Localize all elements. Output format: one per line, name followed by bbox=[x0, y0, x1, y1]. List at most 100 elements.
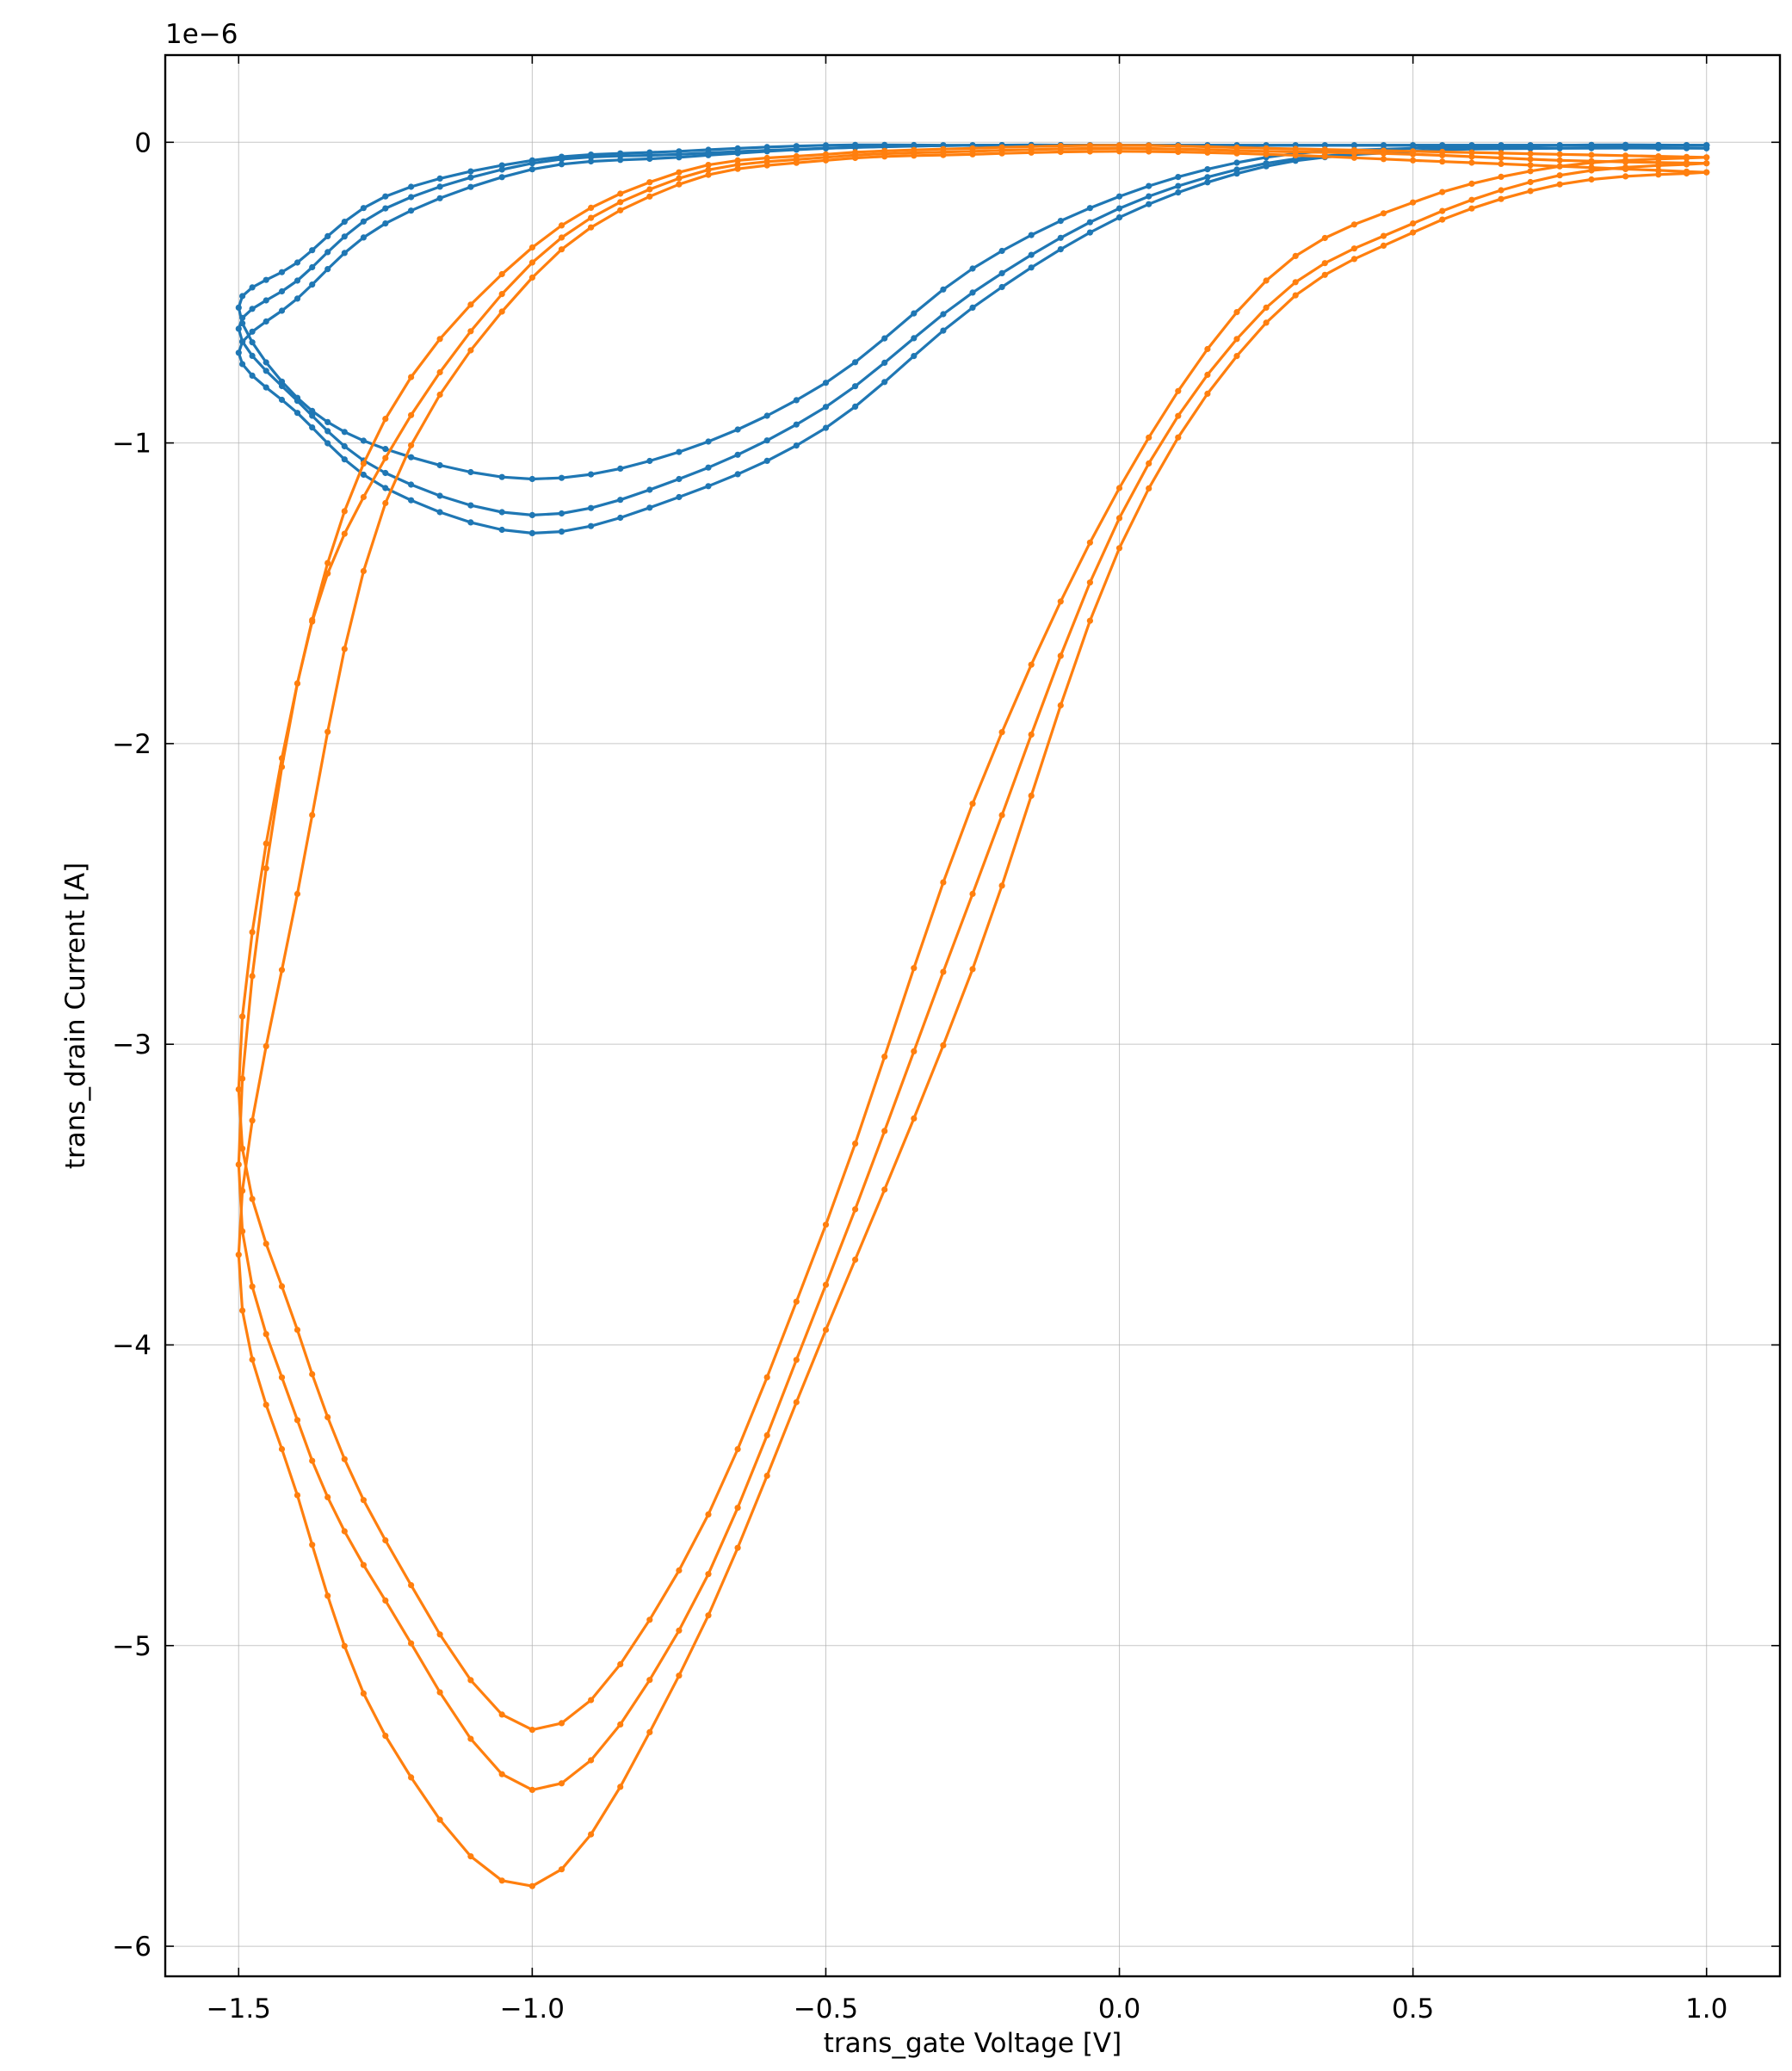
data-point bbox=[1468, 159, 1475, 166]
data-point bbox=[360, 471, 367, 479]
data-point bbox=[249, 306, 256, 312]
data-point bbox=[1683, 145, 1690, 151]
data-point bbox=[408, 1774, 415, 1781]
data-point bbox=[940, 286, 947, 293]
data-point bbox=[1703, 154, 1710, 161]
data-point bbox=[617, 1660, 624, 1668]
data-point bbox=[309, 618, 316, 625]
data-point bbox=[1263, 151, 1270, 158]
data-point bbox=[646, 186, 653, 193]
data-point bbox=[793, 1399, 800, 1406]
data-point bbox=[498, 270, 505, 278]
data-point bbox=[676, 493, 683, 501]
data-point bbox=[249, 1196, 256, 1202]
data-point bbox=[558, 510, 565, 517]
data-point bbox=[822, 157, 830, 164]
data-point bbox=[763, 1431, 770, 1439]
data-point bbox=[1175, 148, 1182, 156]
data-point bbox=[341, 508, 348, 515]
data-point bbox=[263, 865, 269, 872]
data-point bbox=[408, 1582, 415, 1589]
x-tick-label: −1.5 bbox=[207, 1994, 271, 2025]
data-point bbox=[341, 1456, 348, 1462]
data-point bbox=[528, 160, 536, 167]
data-point bbox=[793, 146, 800, 153]
data-point bbox=[734, 451, 741, 458]
data-point bbox=[1175, 189, 1182, 196]
data-point bbox=[263, 1240, 269, 1247]
y-tick-label: −2 bbox=[112, 729, 151, 760]
data-point bbox=[588, 158, 595, 165]
data-point bbox=[646, 1617, 653, 1623]
data-point bbox=[1556, 172, 1563, 179]
data-point bbox=[998, 283, 1005, 291]
data-point bbox=[436, 1816, 443, 1823]
series-4 bbox=[235, 142, 1710, 1734]
data-point bbox=[1204, 179, 1211, 186]
data-point bbox=[1292, 252, 1299, 259]
data-point bbox=[249, 973, 256, 980]
data-point bbox=[360, 218, 367, 225]
x-tick-label: −0.5 bbox=[794, 1994, 858, 2025]
data-point bbox=[617, 514, 624, 522]
data-point bbox=[1622, 152, 1629, 159]
data-point bbox=[734, 165, 741, 172]
y-tick-label: −5 bbox=[112, 1631, 151, 1662]
series-line bbox=[237, 150, 1707, 1888]
data-point bbox=[705, 1571, 712, 1578]
data-point bbox=[793, 397, 800, 404]
y-tick-label: −6 bbox=[112, 1932, 151, 1963]
data-point bbox=[528, 1727, 536, 1734]
data-point bbox=[1588, 151, 1595, 158]
data-point bbox=[763, 412, 770, 419]
data-point bbox=[1527, 156, 1534, 163]
data-point bbox=[734, 471, 741, 478]
data-point bbox=[1380, 242, 1387, 249]
data-point bbox=[1410, 199, 1417, 206]
data-point bbox=[408, 194, 415, 201]
data-point bbox=[793, 421, 800, 428]
data-point bbox=[294, 1492, 301, 1499]
data-point bbox=[1086, 205, 1093, 212]
data-point bbox=[239, 1013, 246, 1020]
data-point bbox=[436, 492, 443, 499]
data-point bbox=[382, 499, 389, 507]
data-point bbox=[1057, 652, 1064, 659]
data-point bbox=[1527, 168, 1534, 175]
data-point bbox=[617, 199, 624, 206]
x-tick-label: 1.0 bbox=[1685, 1994, 1727, 2025]
data-point bbox=[1146, 148, 1152, 155]
data-point bbox=[324, 559, 331, 566]
data-point bbox=[1233, 150, 1240, 157]
data-point bbox=[498, 1771, 505, 1777]
data-point bbox=[436, 1689, 443, 1696]
data-point bbox=[1588, 145, 1595, 151]
data-point bbox=[382, 469, 389, 477]
data-point bbox=[852, 359, 859, 366]
data-point bbox=[998, 247, 1005, 255]
data-point bbox=[1292, 158, 1299, 164]
data-point bbox=[1350, 256, 1357, 263]
data-point bbox=[705, 483, 712, 490]
plot-frame bbox=[164, 53, 1782, 1978]
data-point bbox=[822, 404, 830, 411]
data-point bbox=[360, 205, 367, 212]
ticks: −1.5 −1.0 −0.5 0.0 0.5 1.0 0 −1 −2 −3 −4 −5 −6 bbox=[112, 55, 1780, 2025]
data-point bbox=[324, 728, 331, 735]
data-point bbox=[263, 368, 269, 374]
data-point bbox=[822, 380, 830, 386]
data-point bbox=[1115, 214, 1123, 221]
data-point bbox=[467, 1853, 474, 1860]
data-point bbox=[1292, 151, 1299, 158]
data-point bbox=[646, 193, 653, 200]
data-point bbox=[1204, 345, 1211, 353]
data-point bbox=[763, 1472, 770, 1480]
data-point bbox=[341, 530, 348, 537]
data-point bbox=[309, 412, 316, 419]
data-point bbox=[341, 1528, 348, 1535]
data-point bbox=[588, 204, 595, 211]
data-point bbox=[1556, 163, 1563, 170]
data-point bbox=[881, 143, 888, 150]
data-point bbox=[1146, 201, 1152, 207]
data-point bbox=[382, 454, 389, 461]
